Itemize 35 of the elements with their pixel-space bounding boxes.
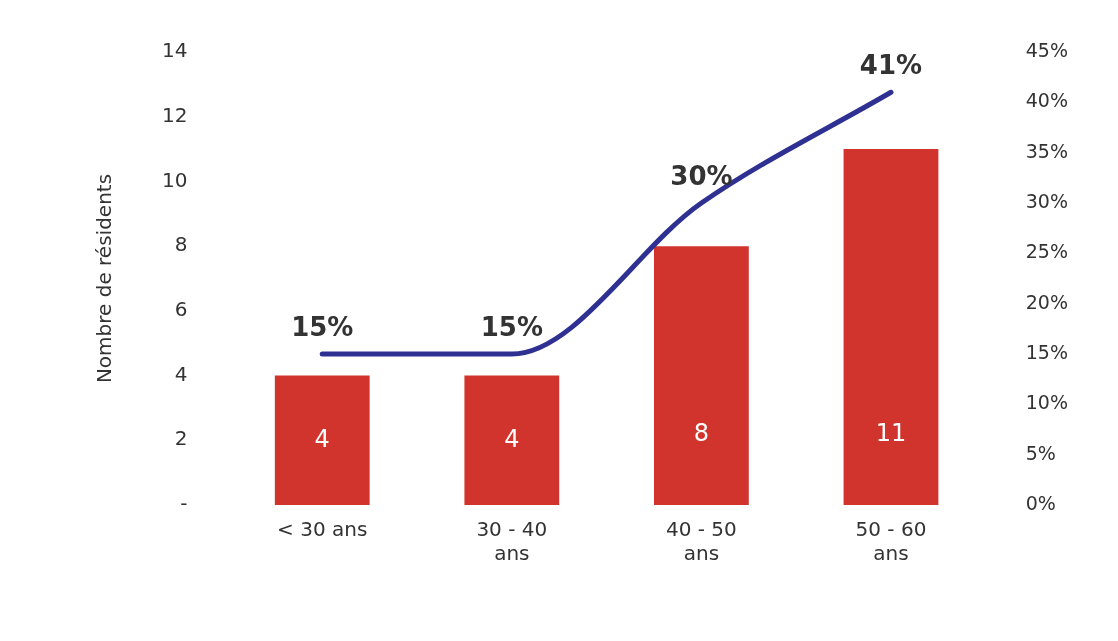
data-label: 8 xyxy=(693,419,710,448)
y2-tick-label: 45% xyxy=(1025,38,1068,61)
y2-tick-label: 10% xyxy=(1025,391,1068,414)
data-label: 4 xyxy=(314,424,330,453)
x-tick-label: < 30 ans xyxy=(277,517,368,542)
bar xyxy=(654,246,749,505)
bar xyxy=(274,375,370,505)
x-tick-label: 30 - 40 ans xyxy=(476,517,548,566)
y-tick-label: 2 xyxy=(174,426,188,451)
y2-tick-label: 30% xyxy=(1025,189,1068,212)
data-label: 15% xyxy=(480,311,543,342)
y2-tick-label: 15% xyxy=(1025,340,1068,363)
bar xyxy=(464,375,560,505)
y-tick-label: 12 xyxy=(162,102,188,127)
y2-tick-label: 40% xyxy=(1025,89,1068,112)
y-tick-label: 6 xyxy=(174,297,188,322)
x-tick-label: 50 - 60 ans xyxy=(855,517,927,566)
y-tick-label: 14 xyxy=(162,38,188,63)
y2-tick-label: 5% xyxy=(1025,441,1056,464)
y-tick-label: 8 xyxy=(174,232,188,257)
y-axis-title: Nombre de résidents xyxy=(92,173,117,384)
data-label: 30% xyxy=(670,160,733,191)
y-tick-label: - xyxy=(180,491,188,516)
y2-tick-label: 20% xyxy=(1025,290,1068,313)
bar xyxy=(843,149,939,505)
x-tick-label: 40 - 50 ans xyxy=(665,517,737,566)
y2-tick-label: 35% xyxy=(1025,139,1068,162)
y2-tick-label: 0% xyxy=(1025,491,1056,514)
data-label: 15% xyxy=(291,311,354,342)
y2-tick-label: 25% xyxy=(1025,240,1068,263)
data-label: 4 xyxy=(504,424,520,453)
y-tick-label: 10 xyxy=(162,167,188,192)
data-label: 11 xyxy=(875,419,907,448)
data-label: 41% xyxy=(859,50,923,81)
y-tick-label: 4 xyxy=(174,361,188,386)
